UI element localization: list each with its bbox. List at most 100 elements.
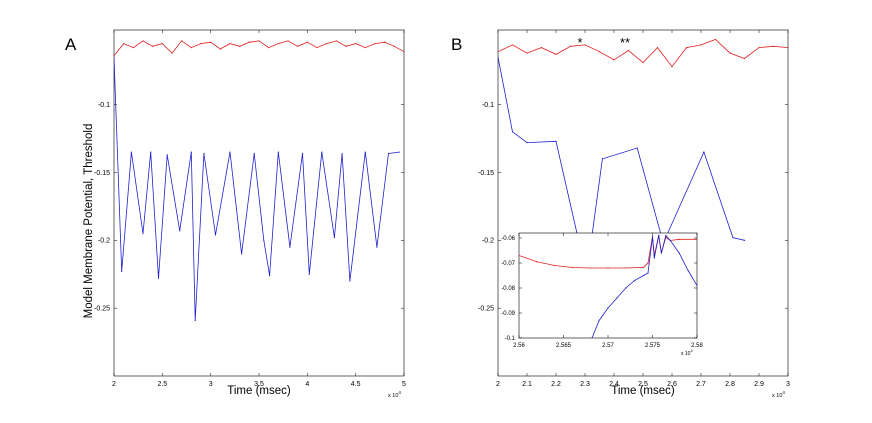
inset-data-point [643,266,645,268]
inset-data-point [665,234,667,237]
axes-a: 2 2.5 3 3.5 4 4.5 5 -0.1 -0.15 -0.2 -0.25 [94,30,406,388]
panel-b-data-point [671,66,673,68]
panel-a-data-point [239,45,241,47]
x-multiplier-b-base: x 10 [772,393,782,399]
chart-panel-b: B 2 2.1 2.2 2.3 2.4 2.5 2.6 2.7 2.8 2.9 3 -0.1 -0.15… [451,29,790,399]
panel-a-data-point [157,277,160,279]
traces-b [498,38,788,245]
inset-x-multiplier: x 104 [681,348,693,357]
panel-b-x-tick-label: 2.5 [638,381,648,388]
panel-a-data-point [130,151,132,153]
panel-a-data-point [248,41,250,43]
plot-frame-a [113,29,405,377]
panel-a-data-point [258,40,260,42]
inset-y-tick-label: -0.1 [505,336,516,342]
inset-data-point [616,297,618,299]
panel-b-data-point [703,151,705,153]
panel-a-data-point [355,42,357,45]
panel-b-data-point [685,47,688,49]
inset-axes: 2.56 2.565 2.57 2.575 2.58 -0.06 -0.07 -0.08 -0.… [501,233,703,349]
panel-a-data-point [403,51,404,53]
panel-a-data-point [179,230,181,232]
panel-a-data-point [335,40,337,42]
inset-x-multiplier-exp: 4 [690,348,693,353]
panel-a-data-point [171,52,173,54]
inset-data-point [669,239,671,242]
panel-a-data-point [374,42,376,45]
panel-a-data-point [190,47,192,49]
inset-data-point [607,267,609,269]
panel-a-data-point [287,40,289,42]
panel-a-data-point [316,47,318,49]
panel-a-data-point [268,47,270,49]
inset-data-point [625,287,627,289]
panel-a-data-point [349,280,351,282]
panel-b-data-point [656,47,659,49]
x-multiplier-b: x 104 [772,390,785,399]
panel-b-data-point [743,239,746,241]
panel-a-data-point [241,253,243,255]
panel-label-a: A [65,35,77,54]
panel-b-data-point [511,131,514,133]
panel-b-x-tick-label: 2.4 [609,381,619,388]
panel-a-data-point [142,40,144,42]
x-axis-label-b: Time (msec) [611,385,675,397]
inset-data-point [589,267,591,269]
panel-a-data-point [200,42,202,45]
panel-a-data-point [132,47,134,49]
panel-a-data-point [214,234,217,236]
panel-b-data-point [772,45,775,47]
inset-data-point [653,257,655,259]
panel-b-x-tick-label: 2.9 [754,381,764,388]
inset-x-tick-label: 2.575 [645,343,661,349]
panel-b-data-point [498,56,499,58]
inset-data-point [625,267,627,269]
panel-b-data-point [613,59,615,61]
inset-data-point [647,262,649,264]
x-multiplier-a: x 104 [388,390,401,399]
panel-a-data-point [161,42,163,45]
inset-x-multiplier-base: x 10 [681,351,691,357]
panel-a-data-point [306,41,308,43]
panel-b-x-tick-label: 3 [786,381,790,388]
panel-b-x-tick-label: 2.3 [580,381,590,388]
panel-a-data-point [341,152,343,155]
panel-b-x-tick-label: 2.2 [551,381,561,388]
panel-b-data-point [627,49,630,51]
inset-x-tick-label: 2.565 [556,343,572,349]
panel-b-data-point [569,45,572,47]
panel-a-data-point [150,151,152,153]
panel-a-data-point [384,41,386,43]
panel-a-data-point [277,42,279,45]
panel-a-data-point [210,41,212,43]
inset-frame [518,232,698,339]
panel-a-data-point [345,45,347,47]
panel-b-data-point [555,53,557,56]
panel-a-data-point [253,152,255,155]
panel-b-x-tick-label: 2.8 [725,381,735,388]
panel-a-data-point [308,273,310,275]
panel-b-data-point [598,51,601,53]
inset-x-tick-label: 2.56 [513,343,525,349]
panel-b-data-point [642,61,644,64]
panel-a-x-tick-label: 3 [209,381,213,388]
inset-data-point [591,337,593,338]
panel-a-data-point [219,48,221,50]
panel-a-series-potential [114,57,400,321]
panel-a-data-point [166,154,168,156]
inset-data-point [660,252,663,254]
panel-a-data-point [289,246,291,248]
inset-x-tick-label: 2.57 [602,343,614,349]
panel-a-x-tick-label: 4 [305,381,309,388]
panel-b-data-point [526,142,528,144]
panel-a-data-point [387,152,390,155]
inset-y-tick-label: -0.06 [501,236,515,242]
panel-a-y-tick-label: -0.25 [94,305,110,312]
panel-b-data-point [498,51,499,53]
panel-b-data-point [555,140,557,142]
inset-data-point [571,266,574,269]
panel-a-data-point [297,45,299,47]
panel-b-data-point [743,57,746,60]
plot-area-b [498,38,788,245]
